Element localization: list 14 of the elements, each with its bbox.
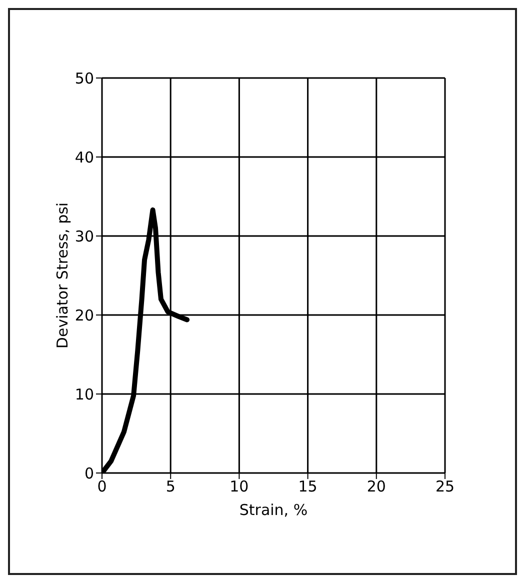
x-axis-title: Strain, %: [239, 501, 308, 519]
y-tick-label: 0: [84, 464, 94, 482]
y-tick-label: 20: [74, 306, 94, 324]
x-tick-label: 10: [230, 478, 249, 496]
y-tick-label: 10: [74, 385, 94, 404]
y-tick-label: 50: [74, 69, 94, 88]
x-tick-label: 25: [435, 478, 455, 496]
x-tick-label: 5: [166, 478, 176, 496]
x-tick-label: 0: [97, 478, 107, 496]
x-tick-label: 20: [366, 478, 386, 496]
y-tick-label: 40: [74, 148, 94, 166]
y-axis-title: Deviator Stress, psi: [53, 202, 72, 349]
x-tick-label: 15: [298, 478, 318, 496]
y-tick-label: 30: [74, 227, 94, 246]
